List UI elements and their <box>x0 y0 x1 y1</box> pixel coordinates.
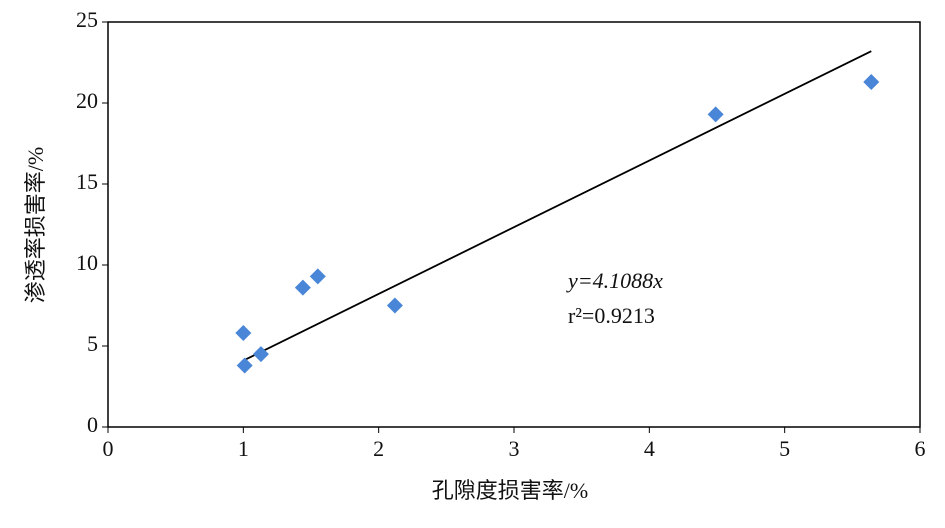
annotation: r²=0.9213 <box>568 303 655 328</box>
y-tick-label: 15 <box>76 169 98 194</box>
y-tick-label: 0 <box>87 412 98 437</box>
x-tick-label: 5 <box>779 436 790 461</box>
point <box>309 268 326 285</box>
x-tick-label: 3 <box>509 436 520 461</box>
y-axis-title: 渗透率损害率/% <box>23 147 48 303</box>
point <box>236 357 253 374</box>
x-tick-label: 1 <box>238 436 249 461</box>
y-tick-label: 5 <box>87 331 98 356</box>
y-tick-label: 10 <box>76 250 98 275</box>
plot-frame <box>107 21 921 428</box>
x-axis-title: 孔隙度损害率/% <box>432 478 588 503</box>
point <box>252 346 269 363</box>
point <box>386 297 403 314</box>
x-tick-label: 2 <box>373 436 384 461</box>
trendline <box>242 50 872 362</box>
point <box>863 73 880 90</box>
y-tick-label: 25 <box>76 7 98 32</box>
point <box>235 325 252 342</box>
point <box>294 279 311 296</box>
annotation: y=4.1088x <box>566 268 663 293</box>
x-tick-label: 6 <box>915 436 926 461</box>
x-tick-label: 0 <box>103 436 114 461</box>
x-tick-label: 4 <box>644 436 655 461</box>
y-tick-label: 20 <box>76 88 98 113</box>
point <box>707 106 724 123</box>
